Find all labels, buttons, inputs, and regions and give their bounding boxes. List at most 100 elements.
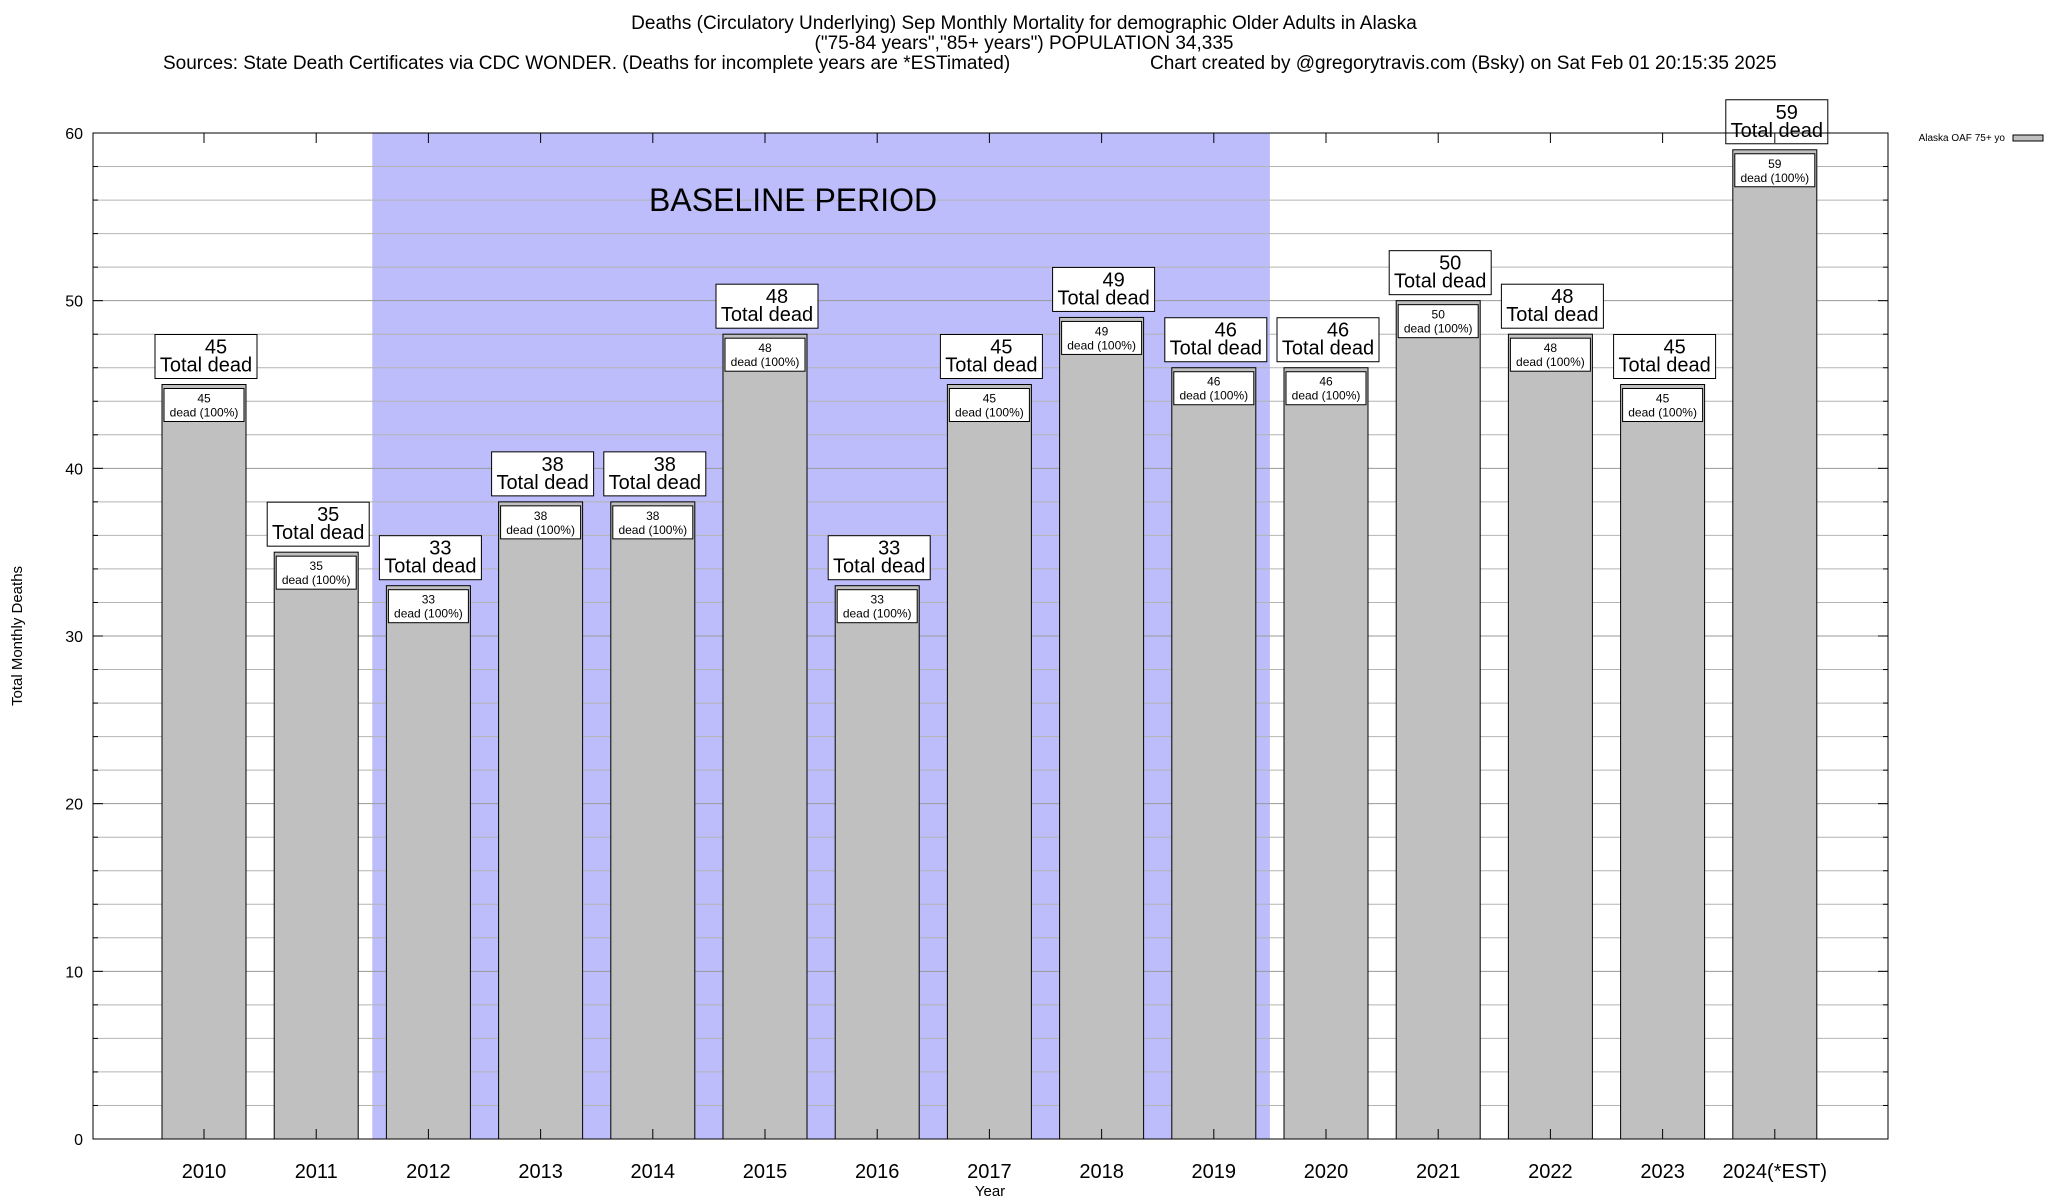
inner-value-label: 48 [758,341,772,355]
total-dead-label: Total dead [945,355,1037,377]
plot-frame [92,132,1889,1140]
inner-value-label: 49 [1095,324,1109,338]
y-tick-label: 20 [65,797,83,814]
total-value-label: 38 [541,454,563,476]
bar [1283,367,1369,1140]
inner-percent-label: dead (100%) [506,523,575,537]
inner-percent-label: dead (100%) [1404,322,1473,336]
total-label-box [378,535,482,581]
x-tick-label: 2024(*EST) [1723,1161,1828,1183]
chart-title: Deaths (Circulatory Underlying) Sep Mont… [631,13,1417,34]
total-value-label: 48 [766,286,788,308]
inner-percent-label: dead (100%) [731,355,800,369]
bar [498,501,584,1140]
chart-credit: Chart created by @gregorytravis.com (Bsk… [1150,53,1777,74]
total-label-box [1613,334,1717,379]
inner-value-label: 33 [871,593,885,607]
x-tick-label: 2012 [406,1161,451,1183]
inner-label-box [500,505,582,540]
legend-swatch [2012,134,2044,142]
total-label-box [1725,99,1829,145]
total-value-label: 48 [1551,286,1573,308]
inner-percent-label: dead (100%) [955,406,1024,420]
total-label-box [154,334,258,379]
y-axis-title: Total Monthly Deaths [9,566,26,706]
inner-label-box [1622,388,1704,422]
x-tick-label: 2016 [855,1161,900,1183]
inner-value-label: 46 [1207,375,1221,389]
x-axis-title: Year [975,1183,1005,1200]
y-tick-label: 60 [65,126,83,143]
inner-label-box [163,388,245,422]
total-dead-label: Total dead [1170,338,1262,360]
inner-percent-label: dead (100%) [843,607,912,621]
total-value-label: 38 [654,454,676,476]
total-label-box [1164,317,1268,363]
total-dead-label: Total dead [609,472,701,494]
total-value-label: 46 [1327,320,1349,342]
x-tick-label: 2013 [518,1161,563,1183]
bar [1171,367,1257,1140]
inner-label-box [275,555,357,590]
total-value-label: 45 [205,337,227,359]
total-value-label: 45 [1663,337,1685,359]
total-value-label: 59 [1776,102,1798,124]
total-value-label: 46 [1215,320,1237,342]
total-label-box [266,501,370,547]
total-label-box [715,283,819,329]
bar [161,384,247,1140]
inner-percent-label: dead (100%) [618,523,687,537]
chart-sources: Sources: State Death Certificates via CD… [163,53,1011,74]
x-tick-label: 2018 [1079,1161,1124,1183]
total-value-label: 33 [878,538,900,560]
total-dead-label: Total dead [496,472,588,494]
x-tick-label: 2017 [967,1161,1012,1183]
bar [1732,149,1818,1140]
bar [722,333,808,1140]
inner-percent-label: dead (100%) [1292,389,1361,403]
y-tick-label: 0 [74,1132,83,1149]
inner-label-box [387,589,469,624]
total-label-box [827,535,931,581]
inner-percent-label: dead (100%) [1628,406,1697,420]
inner-percent-label: dead (100%) [282,573,351,587]
x-tick-label: 2010 [182,1161,227,1183]
total-dead-label: Total dead [1506,304,1598,326]
total-dead-label: Total dead [1057,287,1149,309]
inner-label-box [1061,320,1143,355]
bar [610,501,696,1140]
total-label-box [491,451,595,497]
bar [273,551,359,1140]
inner-value-label: 38 [646,509,660,523]
bar [1620,384,1706,1140]
total-label-box [1052,266,1156,312]
baseline-period-label: BASELINE PERIOD [649,182,937,218]
inner-percent-label: dead (100%) [1516,355,1585,369]
inner-label-box [1734,153,1816,188]
total-value-label: 49 [1102,269,1124,291]
inner-label-box [836,589,918,624]
inner-value-label: 45 [1656,392,1670,406]
total-label-box [603,451,707,497]
inner-value-label: 45 [197,392,211,406]
bar [1395,300,1481,1140]
y-tick-label: 30 [65,629,83,646]
total-dead-label: Total dead [384,556,476,578]
total-label-box [1500,283,1604,329]
inner-percent-label: dead (100%) [170,406,239,420]
bar [834,585,920,1140]
bar [946,384,1032,1140]
bar [1059,316,1145,1140]
total-value-label: 33 [429,538,451,560]
total-dead-label: Total dead [721,304,813,326]
inner-value-label: 50 [1432,308,1446,322]
total-label-box [939,334,1043,379]
inner-label-box [948,388,1030,422]
bar [385,585,471,1140]
total-value-label: 45 [990,337,1012,359]
total-dead-label: Total dead [272,522,364,544]
total-value-label: 50 [1439,253,1461,275]
inner-label-box [1397,304,1479,339]
legend-label: Alaska OAF 75+ yo [1919,133,2006,144]
